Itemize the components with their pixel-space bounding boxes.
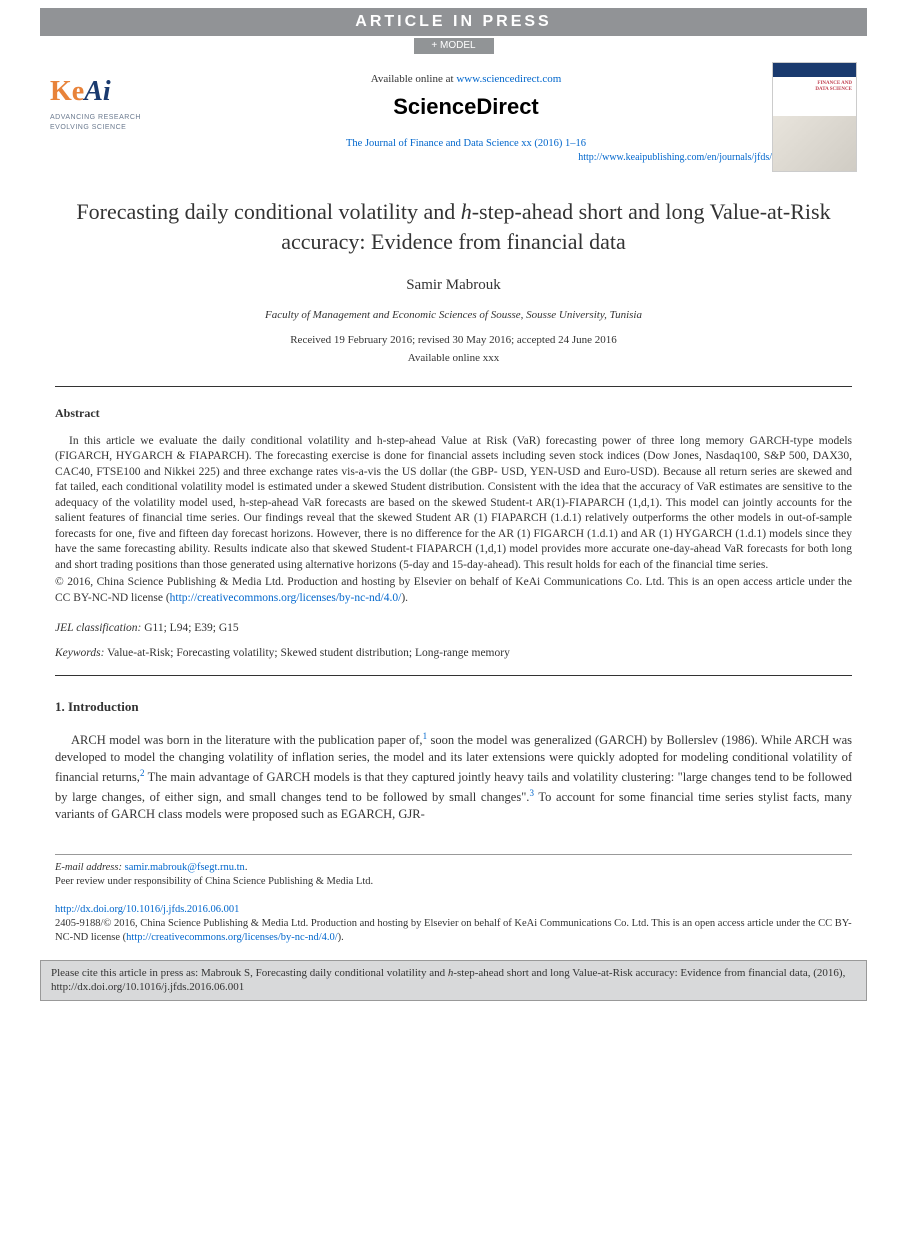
jel-classification: JEL classification: G11; L94; E39; G15	[55, 620, 852, 636]
keywords-list: Value-at-Risk; Forecasting volatility; S…	[104, 647, 509, 659]
abstract-copyright: © 2016, China Science Publishing & Media…	[55, 575, 852, 606]
jel-label: JEL classification:	[55, 622, 141, 634]
issn-copyright: 2405-9188/© 2016, China Science Publishi…	[55, 917, 852, 945]
author-affiliation: Faculty of Management and Economic Scien…	[55, 308, 852, 323]
cover-title: FINANCE ANDDATA SCIENCE	[815, 81, 852, 92]
cc-license-link[interactable]: http://creativecommons.org/licenses/by-n…	[170, 592, 402, 604]
model-badge: + MODEL	[414, 38, 494, 54]
available-prefix: Available online at	[371, 73, 457, 85]
publisher-logo: KeAi ADVANCING RESEARCH EVOLVING SCIENCE	[50, 62, 160, 132]
header-row: KeAi ADVANCING RESEARCH EVOLVING SCIENCE…	[0, 62, 907, 172]
keywords: Keywords: Value-at-Risk; Forecasting vol…	[55, 645, 852, 661]
journal-cover-thumbnail: FINANCE ANDDATA SCIENCE	[772, 62, 857, 172]
sciencedirect-link[interactable]: www.sciencedirect.com	[456, 73, 561, 85]
cc-license-link-footer[interactable]: http://creativecommons.org/licenses/by-n…	[126, 932, 338, 943]
available-online-xxx: Available online xxx	[55, 351, 852, 366]
author-name: Samir Mabrouk	[55, 275, 852, 296]
available-online: Available online at www.sciencedirect.co…	[160, 72, 772, 87]
title-pre: Forecasting daily conditional volatility…	[76, 199, 460, 224]
abstract-heading: Abstract	[55, 405, 852, 422]
abstract-body: In this article we evaluate the daily co…	[55, 434, 852, 574]
journal-reference: The Journal of Finance and Data Science …	[160, 137, 772, 152]
keywords-label: Keywords:	[55, 647, 104, 659]
peer-review-line: Peer review under responsibility of Chin…	[55, 875, 852, 889]
article-content: Forecasting daily conditional volatility…	[0, 197, 907, 945]
email-label: E-mail address:	[55, 862, 125, 873]
rule-top	[55, 386, 852, 387]
article-dates: Received 19 February 2016; revised 30 Ma…	[55, 333, 852, 348]
email-line: E-mail address: samir.mabrouk@fsegt.rnu.…	[55, 861, 852, 875]
citation-box: Please cite this article in press as: Ma…	[40, 960, 867, 1002]
copyright-post: ).	[401, 592, 408, 604]
footnote-block: E-mail address: samir.mabrouk@fsegt.rnu.…	[55, 854, 852, 889]
intro-paragraph: ARCH model was born in the literature wi…	[55, 730, 852, 824]
rule-bottom	[55, 675, 852, 676]
section-1-heading: 1. Introduction	[55, 698, 852, 716]
doi-link[interactable]: http://dx.doi.org/10.1016/j.jfds.2016.06…	[55, 904, 239, 915]
author-email-link[interactable]: samir.mabrouk@fsegt.rnu.tn	[125, 862, 245, 873]
issn-post: ).	[338, 932, 344, 943]
article-title: Forecasting daily conditional volatility…	[55, 197, 852, 256]
keai-logo: KeAi	[50, 72, 160, 111]
doi-block: http://dx.doi.org/10.1016/j.jfds.2016.06…	[55, 903, 852, 946]
cover-image-area	[773, 116, 856, 171]
article-in-press-banner: ARTICLE IN PRESS	[40, 8, 867, 36]
cover-top-bar	[773, 63, 856, 77]
cite-pre: Please cite this article in press as: Ma…	[51, 967, 448, 979]
header-center: Available online at www.sciencedirect.co…	[160, 62, 772, 165]
email-post: .	[245, 862, 248, 873]
intro-pre: ARCH model was born in the literature wi…	[71, 733, 423, 747]
journal-url[interactable]: http://www.keaipublishing.com/en/journal…	[160, 151, 772, 165]
jel-codes: G11; L94; E39; G15	[141, 622, 238, 634]
title-italic-h: h	[461, 199, 472, 224]
keai-tagline-2: EVOLVING SCIENCE	[50, 124, 160, 132]
sciencedirect-logo: ScienceDirect	[160, 92, 772, 123]
keai-tagline-1: ADVANCING RESEARCH	[50, 114, 160, 122]
